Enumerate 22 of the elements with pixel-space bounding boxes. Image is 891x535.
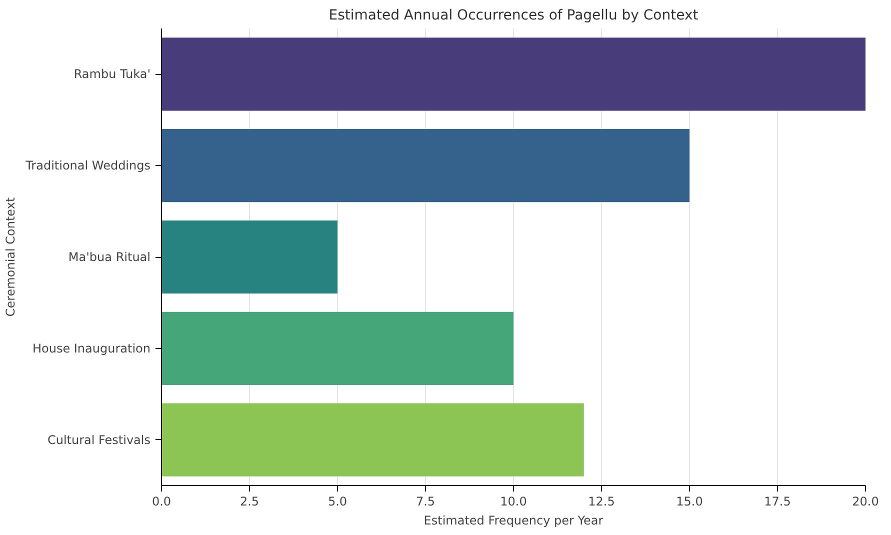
x-tick-label: 12.5 <box>588 494 615 508</box>
y-tick-label: Rambu Tuka' <box>74 67 151 82</box>
x-tick-label: 17.5 <box>764 494 791 508</box>
x-tick-label: 7.5 <box>416 494 436 508</box>
y-tick-label: Traditional Weddings <box>24 158 151 173</box>
x-tick-label: 15.0 <box>676 494 703 508</box>
y-axis-title: Ceremonial Context <box>4 197 18 317</box>
bar <box>162 312 514 385</box>
x-tick-label: 0.0 <box>152 494 172 508</box>
bar <box>162 38 866 111</box>
chart-title: Estimated Annual Occurrences of Pagellu by Context <box>328 8 699 24</box>
y-tick-label: Cultural Festivals <box>47 432 151 447</box>
bar <box>162 403 584 476</box>
x-axis-title: Estimated Frequency per Year <box>424 514 604 528</box>
y-tick-label: Ma'bua Ritual <box>68 250 151 264</box>
x-tick-label: 10.0 <box>500 494 527 508</box>
x-tick-label: 5.0 <box>328 494 348 508</box>
x-tick-label: 20.0 <box>852 494 879 508</box>
x-tick-label: 2.5 <box>240 494 260 508</box>
bar <box>162 129 690 202</box>
y-tick-label: House Inauguration <box>32 341 151 356</box>
bar <box>162 220 338 294</box>
